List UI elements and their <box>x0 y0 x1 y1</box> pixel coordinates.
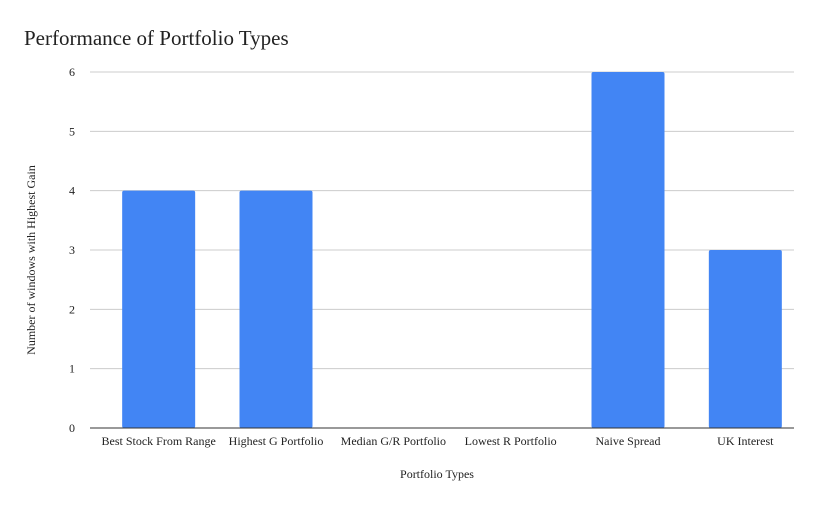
y-tick-label: 2 <box>69 302 75 316</box>
x-tick-label: Median G/R Portfolio <box>341 434 446 448</box>
bar <box>239 190 313 428</box>
y-axis-ticks: 0 1 2 3 4 5 6 <box>69 65 75 435</box>
x-tick-label: Best Stock From Range <box>102 434 216 448</box>
y-tick-label: 3 <box>69 243 75 257</box>
x-tick-label: Naive Spread <box>596 434 661 448</box>
bar <box>591 72 665 428</box>
x-tick-label: Highest G Portfolio <box>229 434 324 448</box>
bar <box>122 190 196 428</box>
bar <box>708 250 782 428</box>
x-tick-label: Lowest R Portfolio <box>465 434 557 448</box>
y-tick-label: 6 <box>69 65 75 79</box>
chart-title: Performance of Portfolio Types <box>24 26 289 50</box>
grid-lines <box>90 71 794 370</box>
y-tick-label: 5 <box>69 124 75 138</box>
y-axis-label: Number of windows with Highest Gain <box>24 165 38 355</box>
x-axis-ticks: Best Stock From Range Highest G Portfolio… <box>102 434 775 448</box>
y-tick-label: 1 <box>69 362 75 376</box>
y-tick-label: 0 <box>69 421 75 435</box>
y-tick-label: 4 <box>69 184 75 198</box>
bars <box>122 72 782 428</box>
x-axis-label: Portfolio Types <box>400 467 474 481</box>
x-tick-label: UK Interest <box>717 434 774 448</box>
